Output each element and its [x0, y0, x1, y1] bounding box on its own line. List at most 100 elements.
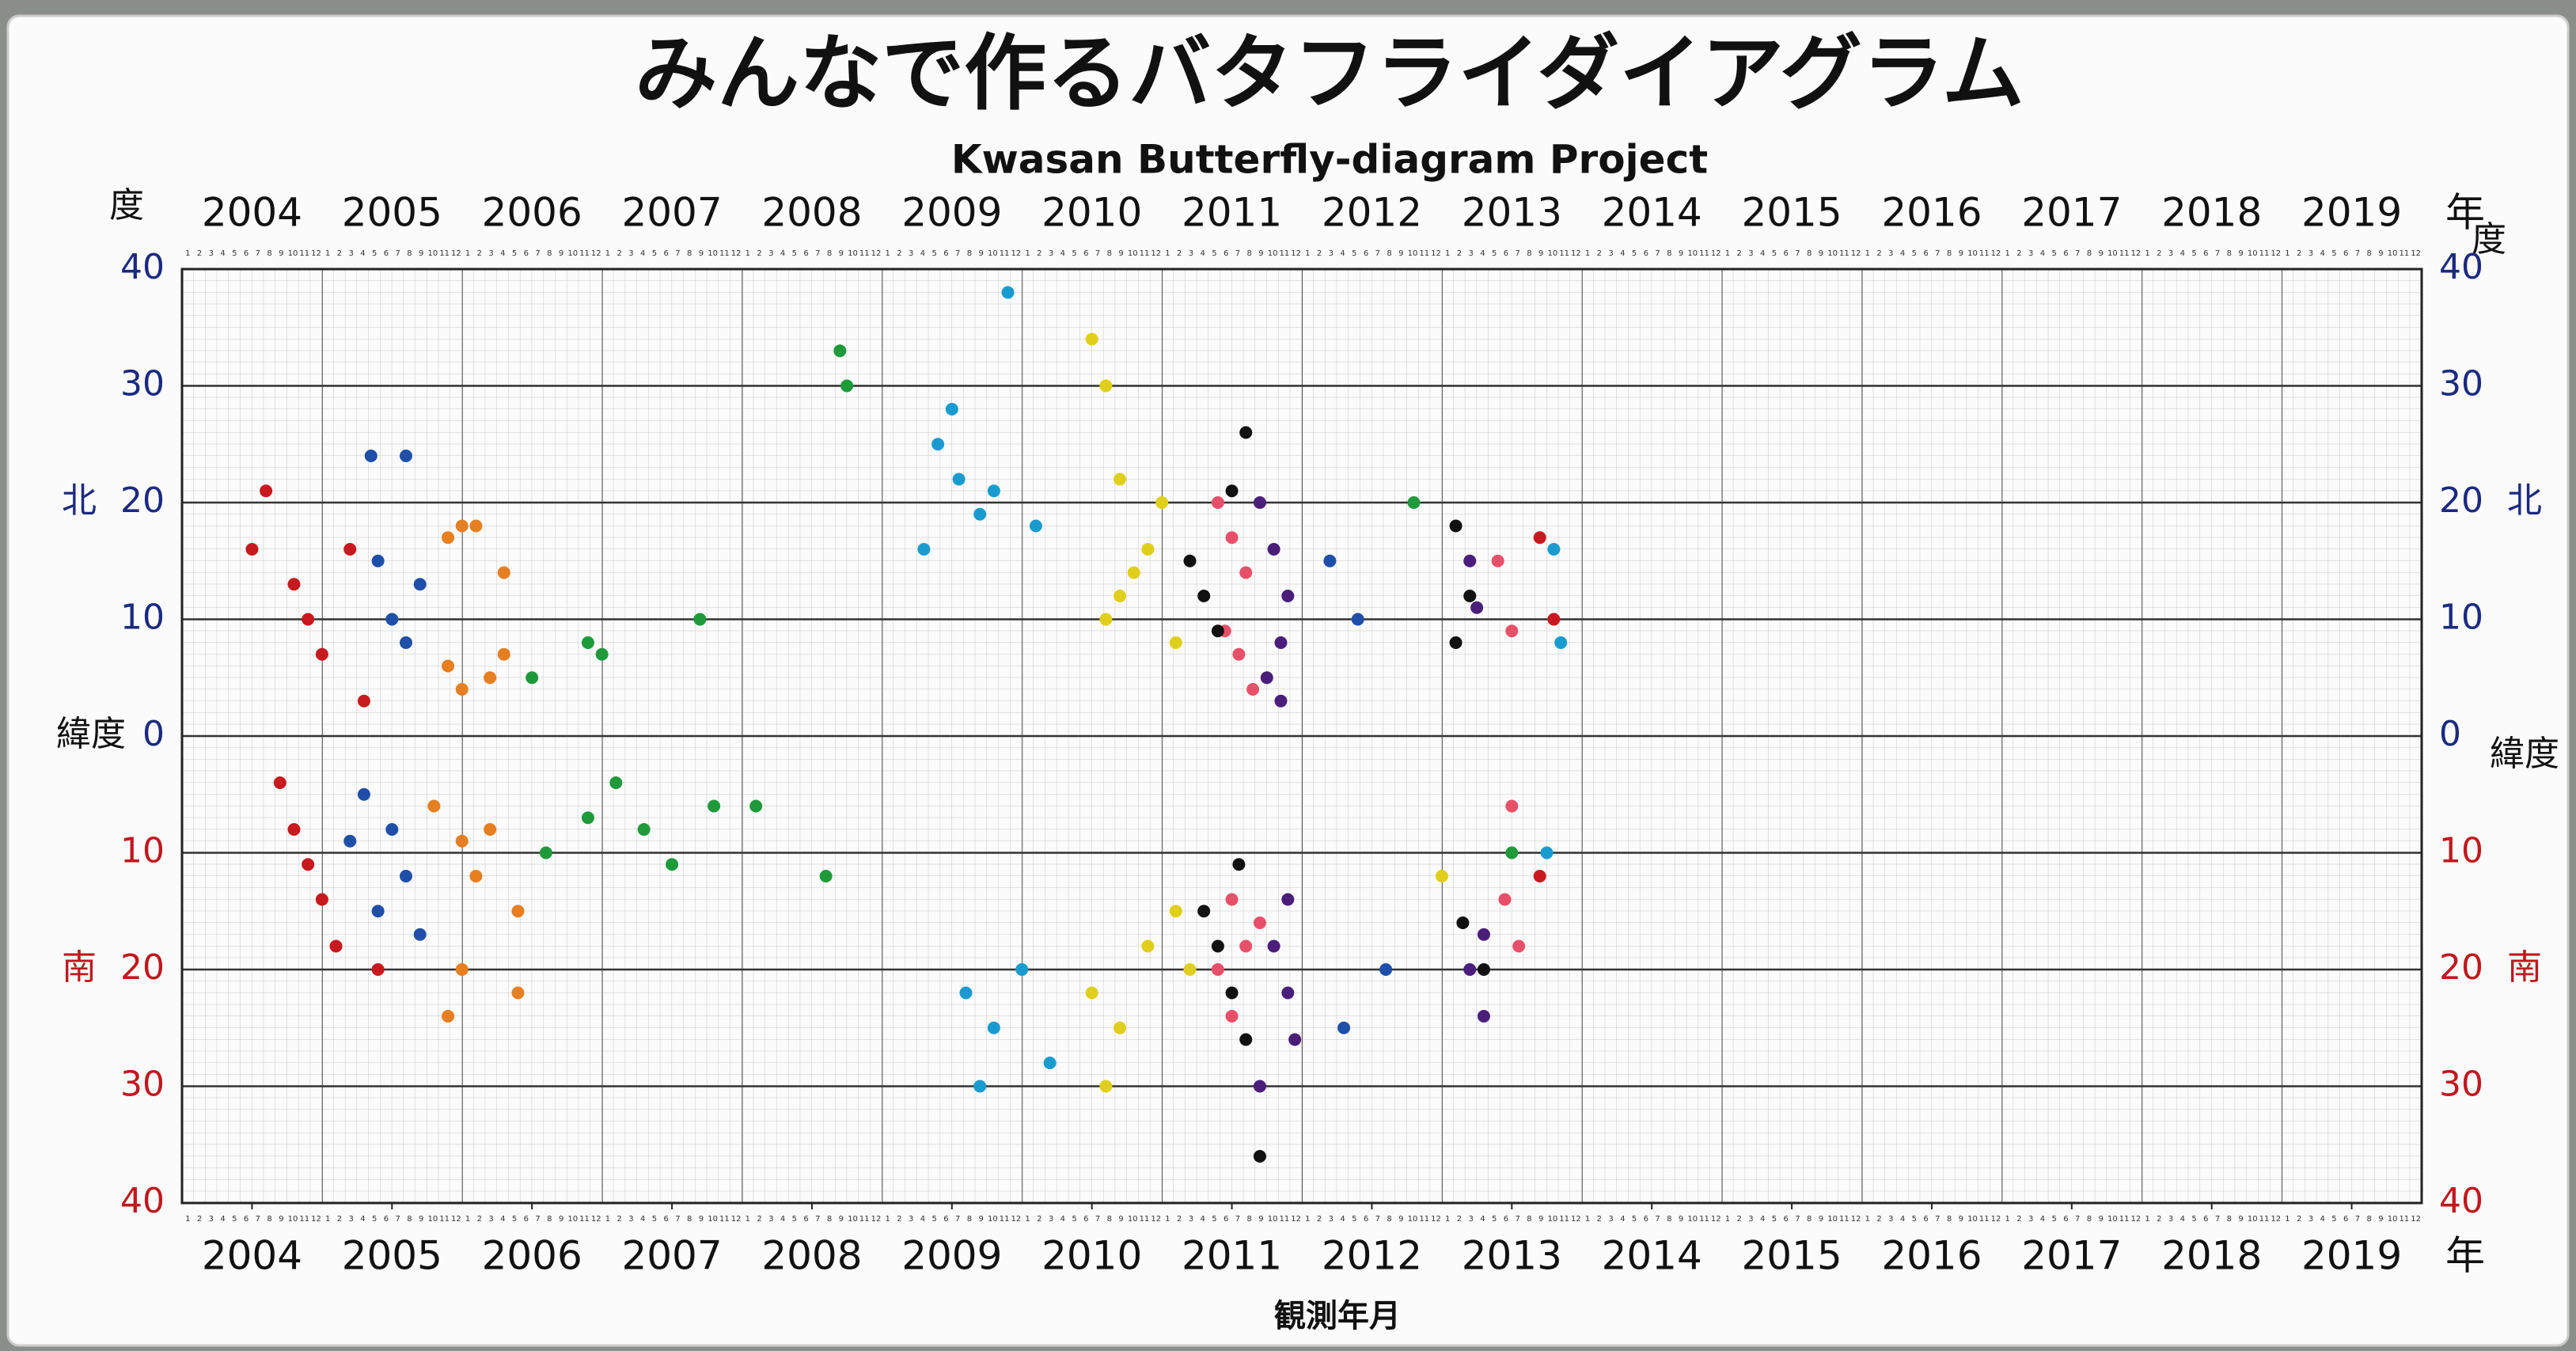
sunspot-dot	[539, 846, 552, 860]
month-label: 11	[1140, 249, 1150, 258]
sunspot-dot	[1449, 636, 1463, 649]
month-label: 4	[220, 249, 225, 258]
month-label: 10	[2388, 1215, 2398, 1224]
sunspot-dot	[1113, 1021, 1127, 1034]
month-label: 5	[512, 249, 517, 258]
sunspot-dot	[1239, 566, 1253, 579]
sunspot-dot	[637, 823, 651, 836]
month-label: 8	[1387, 1215, 1391, 1224]
month-label: 10	[1408, 249, 1418, 258]
month-label: 5	[372, 1215, 377, 1224]
month-label: 9	[419, 249, 423, 258]
sunspot-dot	[442, 659, 455, 673]
month-label: 6	[1083, 1215, 1088, 1224]
month-label: 9	[559, 1215, 563, 1224]
sunspot-dot	[1155, 496, 1169, 509]
sunspot-dot	[1253, 496, 1266, 509]
month-label: 12	[1151, 249, 1161, 258]
month-label: 7	[955, 249, 960, 258]
sunspot-dot	[525, 671, 539, 685]
month-label: 10	[567, 1215, 578, 1224]
x-tick-label: 2019	[2301, 1233, 2402, 1279]
month-label: 8	[2366, 249, 2371, 258]
month-label: 11	[2259, 249, 2270, 258]
month-label: 1	[1725, 249, 1730, 258]
month-label: 1	[1025, 249, 1030, 258]
sunspot-dot	[1253, 916, 1266, 929]
month-label: 1	[1025, 1215, 1030, 1224]
y-tick-label: 20	[2439, 947, 2483, 988]
month-label: 5	[2191, 1215, 2196, 1224]
month-label: 11	[1419, 249, 1429, 258]
month-label: 3	[1608, 249, 1613, 258]
month-label: 3	[2309, 1215, 2313, 1224]
month-label: 3	[1748, 1215, 1753, 1224]
sunspot-dot	[455, 683, 469, 696]
month-label: 9	[1118, 249, 1123, 258]
month-label: 4	[1060, 249, 1065, 258]
month-label: 12	[2271, 1215, 2281, 1224]
month-label: 1	[1445, 249, 1450, 258]
month-label: 2	[897, 249, 901, 258]
month-label: 5	[1492, 249, 1497, 258]
month-label: 10	[1687, 1215, 1698, 1224]
month-label: 5	[1632, 1215, 1637, 1224]
month-label: 8	[967, 1215, 972, 1224]
month-label: 7	[815, 249, 820, 258]
month-label: 3	[2309, 249, 2313, 258]
sunspot-dot	[931, 438, 945, 451]
x-tick-label: 2011	[1182, 190, 1282, 236]
sunspot-dot	[1211, 963, 1224, 976]
month-label: 10	[1827, 249, 1838, 258]
month-label: 7	[1515, 1215, 1519, 1224]
month-label: 8	[1667, 1215, 1671, 1224]
sunspot-dot	[1225, 986, 1239, 1000]
month-label: 2	[1317, 249, 1322, 258]
month-label: 3	[2168, 249, 2173, 258]
month-label: 12	[1851, 249, 1861, 258]
month-label: 4	[640, 249, 645, 258]
month-label: 11	[439, 1215, 450, 1224]
month-label: 1	[1445, 1215, 1450, 1224]
x-tick-label: 2008	[761, 1233, 862, 1279]
month-label: 11	[299, 249, 309, 258]
month-label: 11	[1559, 1215, 1569, 1224]
y-unit: 度	[2472, 219, 2506, 260]
month-label: 4	[920, 1215, 925, 1224]
month-label: 12	[731, 1215, 742, 1224]
month-label: 3	[488, 1215, 493, 1224]
month-label: 4	[220, 1215, 225, 1224]
sunspot-dot	[315, 893, 328, 906]
month-label: 4	[1760, 249, 1765, 258]
month-label: 2	[1037, 249, 1041, 258]
month-label: 1	[185, 1215, 190, 1224]
month-label: 5	[2331, 1215, 2336, 1224]
month-label: 9	[1959, 1215, 1963, 1224]
month-label: 6	[1504, 249, 1508, 258]
month-label: 11	[1839, 249, 1849, 258]
sunspot-dot	[1113, 472, 1127, 486]
month-label: 10	[288, 1215, 298, 1224]
month-label: 12	[2271, 249, 2281, 258]
month-label: 7	[1795, 1215, 1800, 1224]
sunspot-dot	[1197, 590, 1211, 602]
month-label: 3	[1329, 249, 1334, 258]
month-label: 3	[1888, 1215, 1893, 1224]
month-label: 10	[2107, 249, 2118, 258]
month-label: 8	[1246, 249, 1251, 258]
sunspot-dot	[1211, 496, 1224, 509]
month-label: 3	[209, 1215, 214, 1224]
month-label: 9	[2378, 249, 2383, 258]
sunspot-dot	[1505, 846, 1519, 860]
sunspot-dot	[413, 928, 427, 941]
month-label: 9	[1679, 1215, 1683, 1224]
month-label: 5	[1772, 1215, 1777, 1224]
chart-title: みんなで作るバタフライダイアグラム	[635, 25, 2024, 121]
month-label: 4	[2040, 1215, 2045, 1224]
month-label: 6	[2203, 249, 2208, 258]
month-label: 11	[1559, 249, 1569, 258]
month-label: 9	[1538, 249, 1543, 258]
month-label: 1	[465, 1215, 470, 1224]
y-tick-label: 40	[2439, 1181, 2483, 1221]
